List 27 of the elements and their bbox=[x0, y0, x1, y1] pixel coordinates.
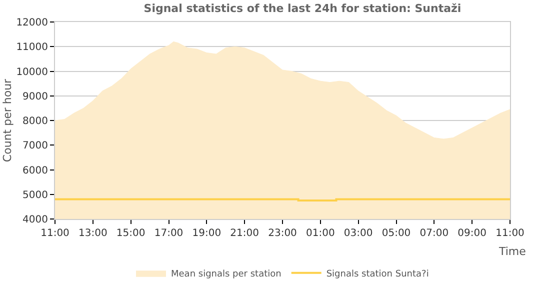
y-tick-label: 7000 bbox=[22, 140, 48, 152]
x-tick-label: 15:00 bbox=[116, 228, 146, 239]
y-tick-label: 5000 bbox=[22, 190, 48, 201]
y-tick-label: 10000 bbox=[16, 66, 48, 78]
y-axis-title: Count per hour bbox=[1, 78, 14, 162]
x-tick-label: 23:00 bbox=[268, 228, 297, 239]
x-tick-label: 17:00 bbox=[154, 228, 184, 239]
chart-title: Signal statistics of the last 24h for station: Suntaži bbox=[144, 2, 462, 16]
y-tick-label: 4000 bbox=[22, 214, 48, 226]
x-tick-label: 13:00 bbox=[78, 228, 108, 239]
y-tick-label: 11000 bbox=[16, 42, 48, 54]
y-tick-label: 6000 bbox=[22, 165, 48, 176]
x-tick-label: 01:00 bbox=[306, 228, 335, 239]
x-tick-label: 09:00 bbox=[458, 228, 486, 239]
x-tick-label: 07:00 bbox=[420, 228, 449, 239]
x-tick-label: 05:00 bbox=[382, 228, 411, 239]
x-tick-label: 11:00 bbox=[40, 228, 70, 239]
x-axis-title: Time bbox=[498, 245, 526, 258]
x-tick-label: 19:00 bbox=[192, 228, 222, 239]
y-tick-label: 8000 bbox=[22, 116, 48, 127]
legend-label: Mean signals per station bbox=[171, 269, 282, 280]
y-tick-label: 9000 bbox=[22, 91, 48, 102]
legend-label: Signals station Sunta?i bbox=[326, 269, 429, 280]
x-tick-label: 11:00 bbox=[496, 228, 524, 239]
y-tick-label: 12000 bbox=[16, 18, 48, 28]
x-tick-label: 21:00 bbox=[230, 228, 259, 239]
x-tick-label: 03:00 bbox=[344, 228, 373, 239]
